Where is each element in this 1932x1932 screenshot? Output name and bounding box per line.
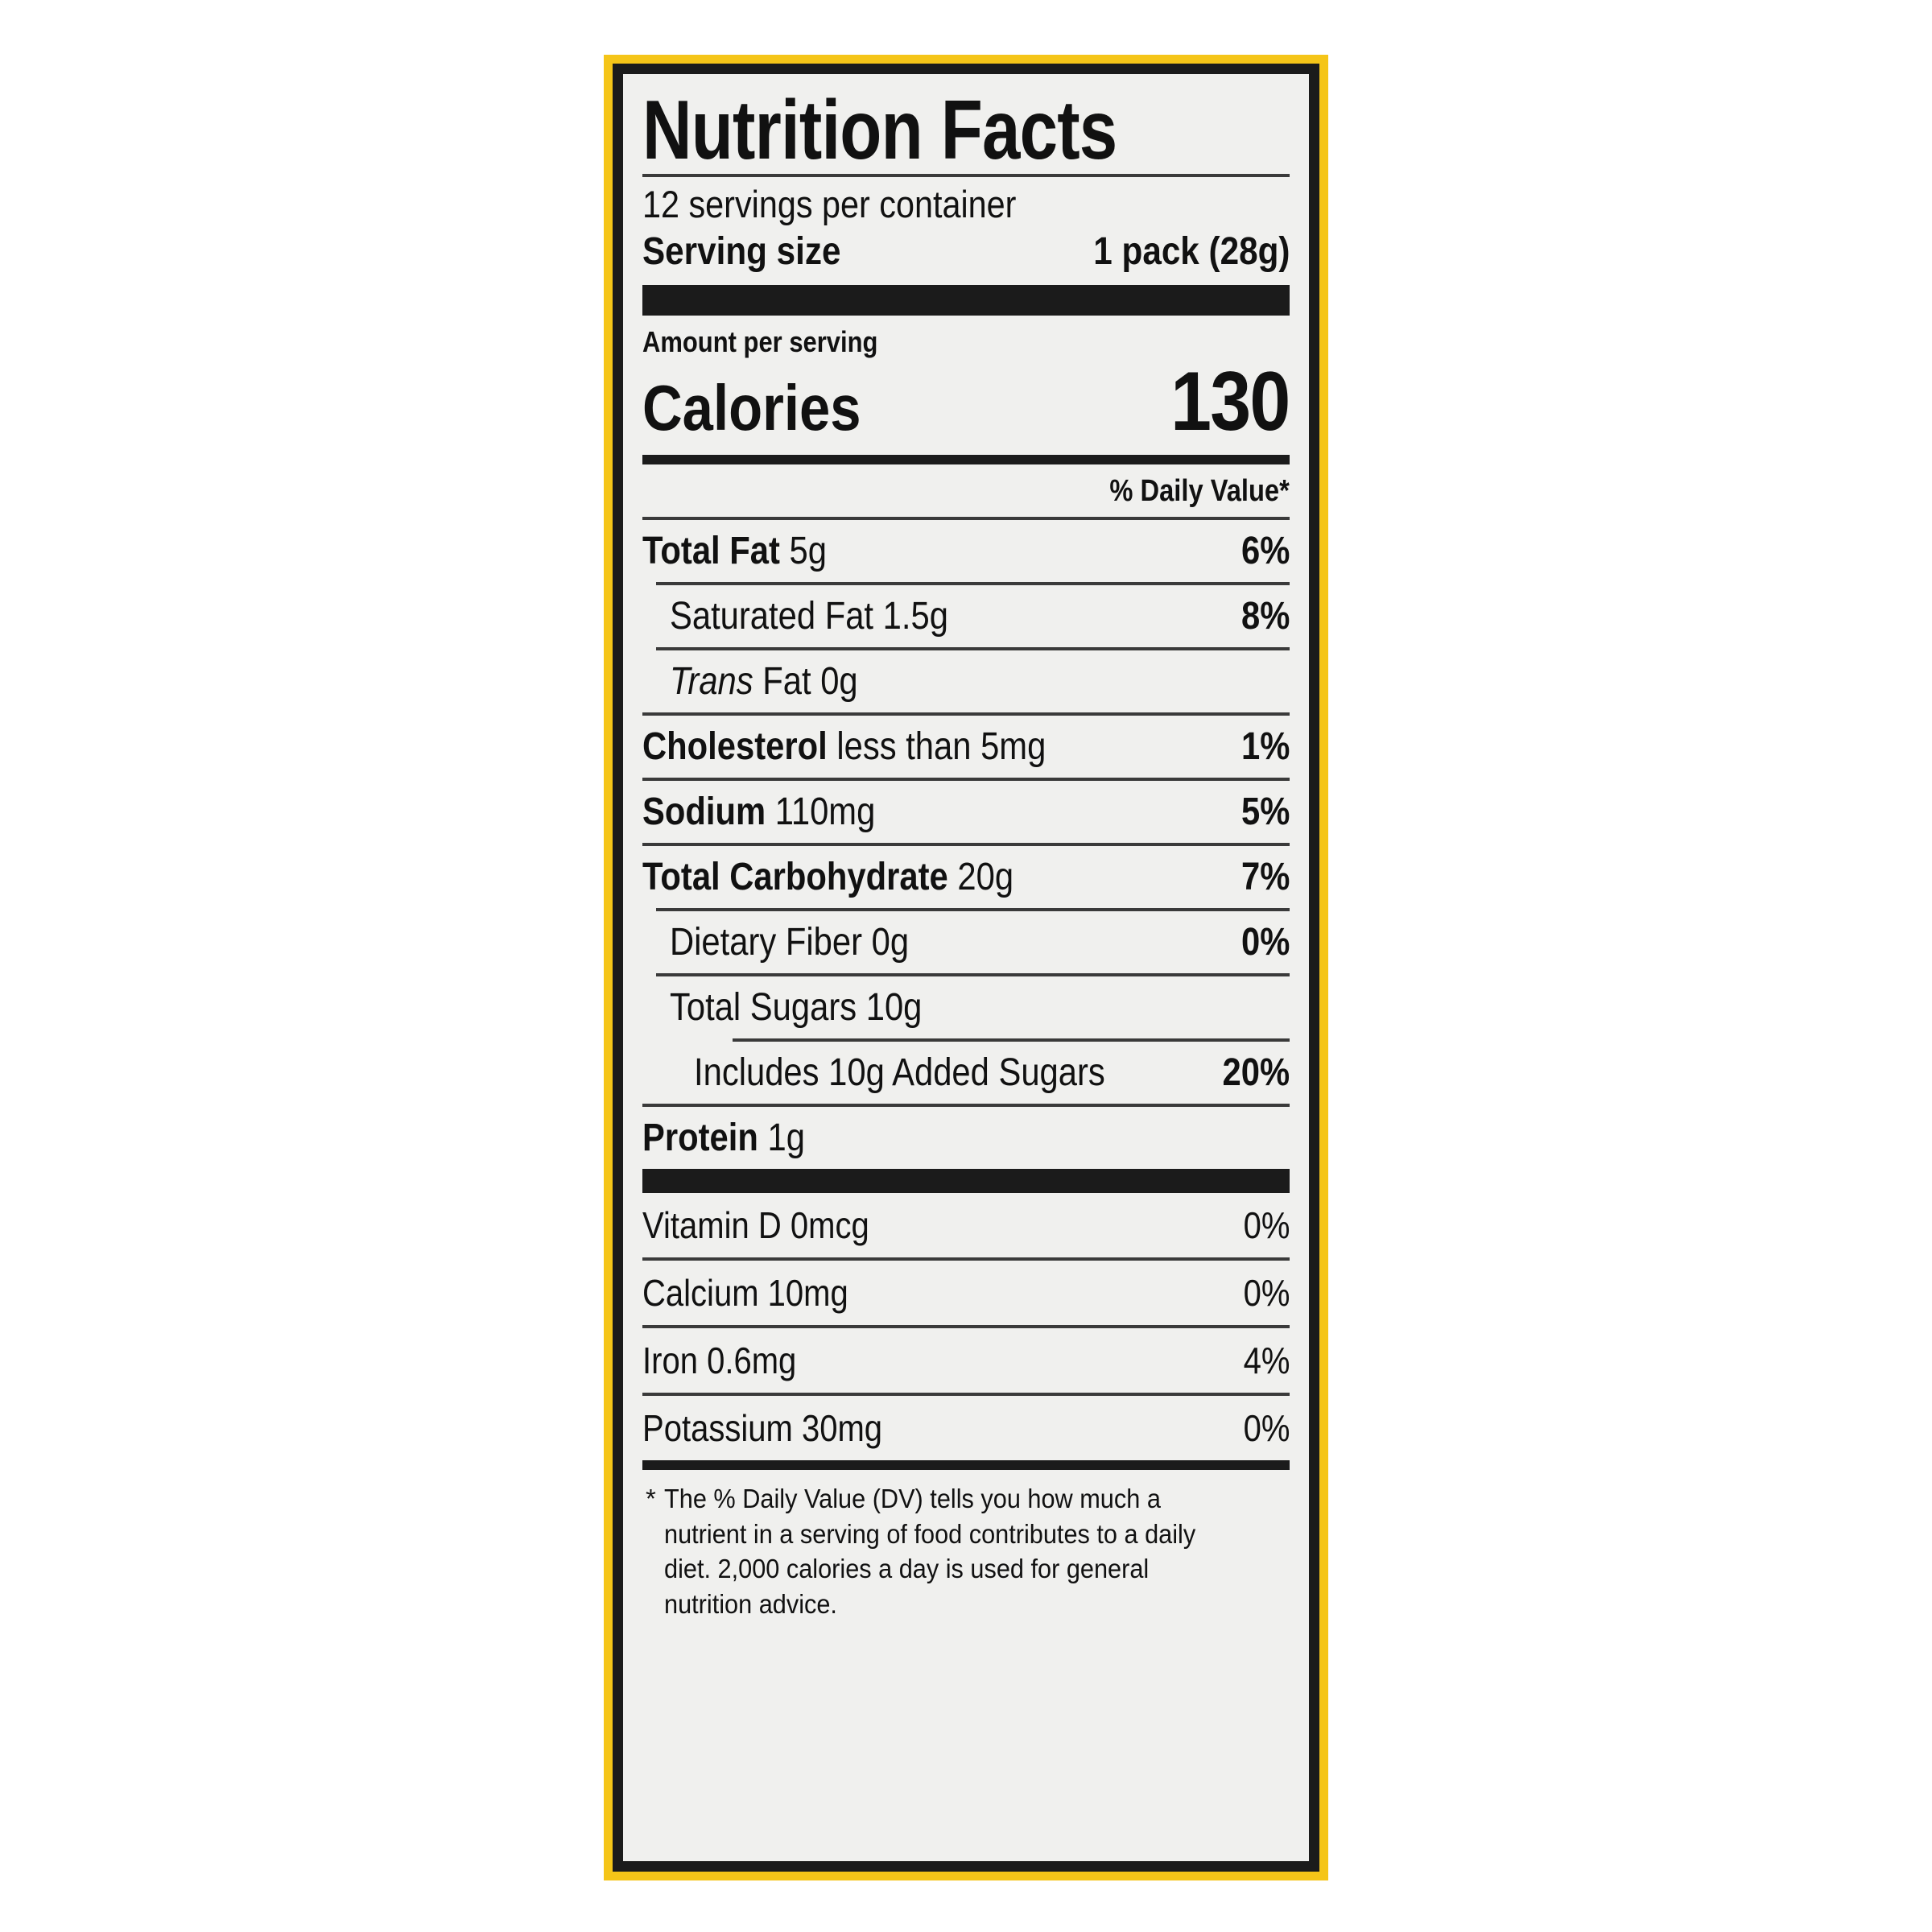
footnote-separator-bar (642, 1460, 1290, 1470)
table-row: Includes 10g Added Sugars 20% (642, 1042, 1290, 1104)
nutrient-name: Total Sugars (670, 986, 857, 1029)
servings-per-container: 12 servings per container (642, 183, 1017, 225)
calories-separator-bar (642, 455, 1290, 464)
nutrient-name: Cholesterol (642, 725, 828, 768)
nutrient-dv: 7% (1241, 856, 1290, 898)
micronutrient-separator-bar (642, 1169, 1290, 1193)
table-row: Calcium 10mg 0% (642, 1261, 1290, 1325)
table-row: Sodium 110mg 5% (642, 781, 1290, 843)
table-row: Iron 0.6mg 4% (642, 1328, 1290, 1393)
row-divider (642, 1393, 1290, 1396)
table-row: Potassium 30mg 0% (642, 1396, 1290, 1460)
serving-size-label: Serving size (642, 230, 841, 273)
nutrition-facts-label: Nutrition Facts 12 servings per containe… (604, 55, 1328, 1880)
table-row: Total Sugars 10g (642, 976, 1290, 1038)
micronutrient-name: Calcium 10mg (642, 1272, 848, 1314)
micronutrient-dv: 0% (1243, 1272, 1290, 1314)
label-black-border: Nutrition Facts 12 servings per containe… (613, 64, 1319, 1872)
calories-row: Calories 130 (642, 354, 1291, 455)
micronutrient-name: Vitamin D 0mcg (642, 1204, 869, 1246)
nutrient-name: Protein (642, 1117, 758, 1159)
micronutrient-dv: 0% (1243, 1204, 1290, 1246)
daily-value-footnote: * The % Daily Value (DV) tells you how m… (642, 1470, 1290, 1621)
nutrient-dv: 8% (1241, 595, 1290, 638)
nutrient-amount: Fat 0g (762, 660, 858, 703)
thick-separator-bar (642, 285, 1290, 316)
table-row: Dietary Fiber 0g 0% (642, 911, 1290, 973)
table-row: Protein 1g (642, 1107, 1290, 1169)
footnote-text: The % Daily Value (DV) tells you how muc… (663, 1484, 1196, 1619)
calories-value: 130 (1170, 355, 1291, 448)
table-row: Cholesterol less than 5mg 1% (642, 716, 1290, 778)
label-content: Nutrition Facts 12 servings per containe… (623, 74, 1309, 1861)
table-row: Saturated Fat 1.5g 8% (642, 585, 1290, 647)
page-title: Nutrition Facts (642, 84, 1117, 177)
nutrient-dv: 20% (1222, 1051, 1290, 1094)
nutrient-amount: less than 5mg (836, 725, 1046, 768)
nutrient-amount: 1g (767, 1117, 805, 1159)
row-divider (733, 1038, 1290, 1042)
row-divider (642, 778, 1290, 781)
row-divider (642, 1104, 1290, 1107)
nutrient-dv: 1% (1241, 725, 1290, 768)
nutrient-amount: 20g (957, 856, 1014, 898)
row-divider (642, 712, 1290, 716)
micronutrient-name: Potassium 30mg (642, 1407, 883, 1449)
row-divider (642, 1325, 1290, 1328)
micronutrient-name: Iron 0.6mg (642, 1340, 797, 1381)
title-divider (642, 174, 1290, 177)
row-divider (642, 843, 1290, 846)
row-divider (642, 1257, 1290, 1261)
row-divider (656, 908, 1290, 911)
nutrient-dv: 6% (1241, 530, 1290, 572)
nutrient-amount: 10g (865, 986, 923, 1029)
nutrient-amount: 110mg (774, 791, 876, 833)
table-row: Vitamin D 0mcg 0% (642, 1193, 1290, 1257)
calories-label: Calories (642, 372, 861, 444)
nutrient-dv: 5% (1241, 791, 1290, 833)
daily-value-header: % Daily Value* (1109, 474, 1290, 508)
row-divider (656, 973, 1290, 976)
nutrient-name: Total Fat (642, 530, 780, 572)
nutrient-name: Dietary Fiber (670, 921, 863, 964)
amount-per-serving-label: Amount per serving (642, 325, 878, 358)
micronutrient-dv: 4% (1243, 1340, 1290, 1381)
table-row: Total Carbohydrate 20g 7% (642, 846, 1290, 908)
row-divider (656, 582, 1290, 585)
footnote-asterisk: * (646, 1484, 656, 1513)
micronutrient-dv: 0% (1243, 1407, 1290, 1449)
nutrient-name: Trans (670, 660, 753, 703)
nutrient-dv: 0% (1241, 921, 1290, 964)
nutrient-name: Sodium (642, 791, 766, 833)
nutrient-amount: 1.5g (882, 595, 948, 638)
serving-size-row: Serving size 1 pack (28g) (642, 228, 1290, 282)
table-row: Total Fat 5g 6% (642, 520, 1290, 582)
nutrient-name: Saturated Fat (670, 595, 874, 638)
daily-value-divider (642, 517, 1290, 520)
nutrient-name: Total Carbohydrate (642, 856, 948, 898)
nutrient-amount: 0g (871, 921, 910, 964)
nutrient-name: Includes 10g Added Sugars (694, 1051, 1105, 1094)
row-divider (656, 647, 1290, 650)
serving-size-value: 1 pack (28g) (1092, 230, 1290, 273)
nutrient-amount: 5g (789, 530, 827, 572)
table-row: Trans Fat 0g (642, 650, 1290, 712)
